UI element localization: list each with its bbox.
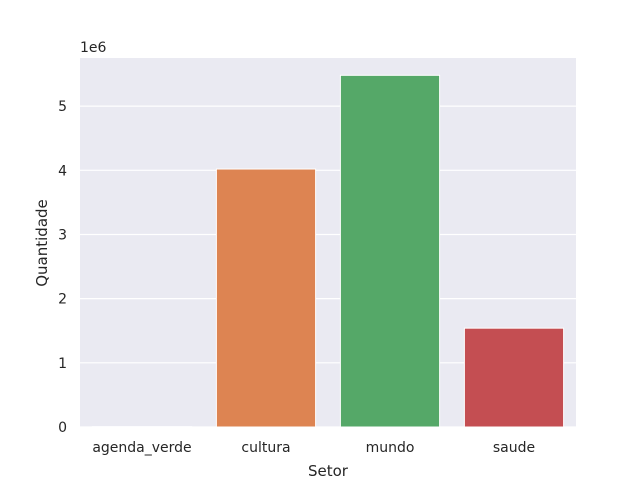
y-tick-label-3: 3 (58, 227, 67, 243)
y-tick-label-2: 2 (58, 292, 67, 308)
y-tick-label-0: 0 (58, 420, 67, 436)
y-tick-labels: 0 1 2 3 4 5 (58, 99, 67, 436)
bar-mundo (339, 74, 441, 428)
x-tick-label-mundo: mundo (366, 440, 415, 456)
y-tick-label-5: 5 (58, 99, 67, 115)
x-tick-label-saude: saude (493, 440, 535, 456)
bar-cultura (215, 168, 317, 428)
y-axis-label: Quantidade (33, 199, 51, 287)
y-tick-label-1: 1 (58, 356, 67, 372)
x-tick-label-cultura: cultura (241, 440, 290, 456)
x-tick-labels: agenda_verde cultura mundo saude (92, 440, 535, 456)
y-tick-label-4: 4 (58, 163, 67, 179)
bars (91, 74, 565, 428)
bar-saude (463, 327, 565, 428)
x-tick-label-agenda_verde: agenda_verde (92, 440, 191, 456)
y-offset-label: 1e6 (80, 40, 107, 56)
x-axis-label: Setor (308, 462, 349, 480)
